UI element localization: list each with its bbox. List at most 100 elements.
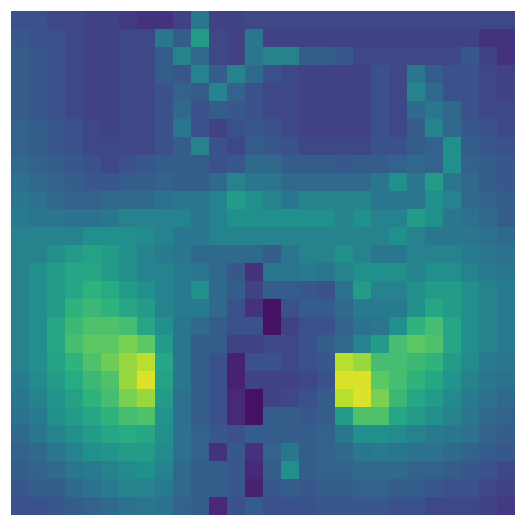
heatmap-cell [461,245,480,264]
heatmap-cell [263,335,282,354]
heatmap-cell [11,335,30,354]
heatmap-cell [191,83,210,102]
heatmap-cell [371,11,390,30]
heatmap-cell [29,281,48,300]
heatmap-cell [155,47,174,66]
heatmap-cell [371,497,390,515]
heatmap-cell [83,47,102,66]
heatmap-cell [353,317,372,336]
heatmap-cell [389,263,408,282]
heatmap-cell [389,29,408,48]
heatmap-cell [353,371,372,390]
heatmap-cell [407,29,426,48]
heatmap-cell [83,119,102,138]
heatmap-cell [281,209,300,228]
heatmap-cell [281,371,300,390]
heatmap-cell [389,425,408,444]
heatmap-cell [479,11,498,30]
heatmap-cell [425,443,444,462]
heatmap-cell [389,353,408,372]
heatmap-cell [353,65,372,84]
heatmap-cell [479,443,498,462]
heatmap-cell [119,209,138,228]
heatmap-cell [11,137,30,156]
heatmap-cell [461,47,480,66]
heatmap-cell [425,209,444,228]
heatmap-cell [497,47,515,66]
heatmap-cell [389,83,408,102]
heatmap-cell [101,443,120,462]
heatmap-cell [353,209,372,228]
heatmap-cell [191,443,210,462]
heatmap-cell [443,281,462,300]
heatmap-cell [443,209,462,228]
heatmap-cell [371,425,390,444]
heatmap-cell [155,389,174,408]
heatmap-cell [371,227,390,246]
heatmap-cell [353,47,372,66]
heatmap-cell [389,47,408,66]
heatmap-cell [281,101,300,120]
heatmap-cell [425,83,444,102]
heatmap-cell [191,137,210,156]
heatmap-cell [299,245,318,264]
heatmap-cell [299,47,318,66]
heatmap-cell [461,263,480,282]
heatmap-cell [281,389,300,408]
heatmap-cell [101,191,120,210]
heatmap-cell [65,83,84,102]
heatmap-cell [209,263,228,282]
heatmap-cell [227,119,246,138]
heatmap-cell [83,335,102,354]
heatmap-cell [461,407,480,426]
heatmap-cell [335,443,354,462]
heatmap-cell [335,263,354,282]
heatmap-cell [317,29,336,48]
heatmap-cell [263,371,282,390]
heatmap-cell [173,407,192,426]
heatmap-cell [317,47,336,66]
heatmap-cell [389,389,408,408]
heatmap-cell [335,29,354,48]
heatmap-cell [191,317,210,336]
heatmap-cell [245,317,264,336]
heatmap-cell [299,65,318,84]
heatmap-cell [119,65,138,84]
heatmap-cell [119,155,138,174]
heatmap-cell [209,335,228,354]
heatmap-cell [119,101,138,120]
heatmap-cell [155,29,174,48]
heatmap-cell [335,407,354,426]
heatmap-cell [263,479,282,498]
heatmap-cell [497,299,515,318]
heatmap-cell [497,317,515,336]
heatmap-cell [29,407,48,426]
heatmap-cell [137,227,156,246]
heatmap-cell [461,227,480,246]
heatmap-cell [443,191,462,210]
heatmap-cell [263,101,282,120]
heatmap-cell [443,227,462,246]
heatmap-cell [47,11,66,30]
heatmap-cell [479,173,498,192]
heatmap-cell [497,407,515,426]
heatmap-cell [353,263,372,282]
heatmap-cell [11,443,30,462]
heatmap-cell [353,227,372,246]
heatmap-cell [11,29,30,48]
heatmap-cell [137,497,156,515]
heatmap-cell [461,29,480,48]
heatmap-cell [263,191,282,210]
heatmap-cell [299,191,318,210]
heatmap-cell [407,461,426,480]
heatmap-cell [479,317,498,336]
heatmap-cell [479,83,498,102]
heatmap-cell [47,335,66,354]
heatmap-cell [65,461,84,480]
heatmap-cell [47,461,66,480]
heatmap-cell [191,425,210,444]
heatmap-cell [137,263,156,282]
heatmap-cell [29,137,48,156]
heatmap-cell [209,29,228,48]
